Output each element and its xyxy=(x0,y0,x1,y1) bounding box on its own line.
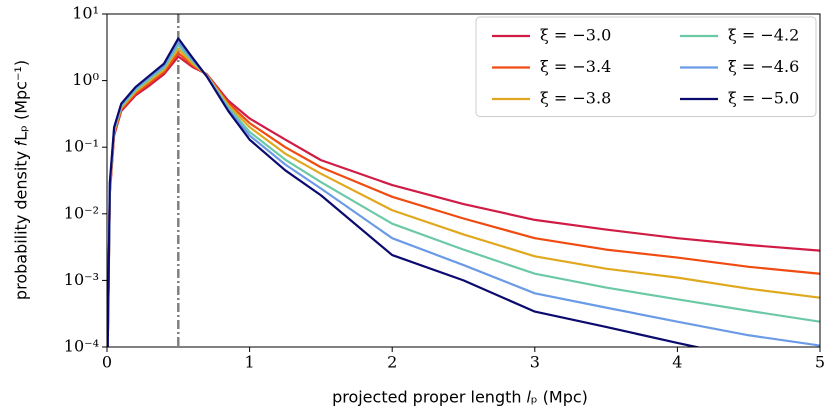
y-tick-label: 10⁻² xyxy=(64,203,99,222)
y-tick-label: 10⁰ xyxy=(72,70,99,89)
x-tick-label: 0 xyxy=(102,353,112,372)
legend-label: ξ = −3.0 xyxy=(540,26,611,45)
y-tick-label: 10⁻³ xyxy=(64,270,99,289)
legend-label: ξ = −3.8 xyxy=(540,89,611,108)
legend-label: ξ = −3.4 xyxy=(540,57,611,76)
y-tick-label: 10⁻¹ xyxy=(64,137,99,156)
x-tick-label: 5 xyxy=(815,353,825,372)
legend-label: ξ = −4.2 xyxy=(728,26,799,45)
x-tick-label: 2 xyxy=(387,353,397,372)
legend-label: ξ = −4.6 xyxy=(728,57,799,76)
y-tick-label: 10⁻⁴ xyxy=(64,337,99,356)
plot-frame xyxy=(106,13,821,348)
x-tick-label: 1 xyxy=(245,353,255,372)
x-tick-label: 3 xyxy=(530,353,540,372)
series-line xyxy=(107,37,702,347)
x-tick-label: 4 xyxy=(672,353,682,372)
x-axis-label: projected proper length 𝑙ₚ (Mpc) xyxy=(332,388,588,407)
y-axis-label: probability density 𝑓Lₚ (Mpc⁻¹) xyxy=(12,60,31,300)
y-tick-label: 10¹ xyxy=(72,4,99,23)
legend-box xyxy=(475,16,817,117)
series-line xyxy=(107,55,820,347)
plot-lines xyxy=(107,14,820,347)
legend-label: ξ = −5.0 xyxy=(728,89,799,108)
